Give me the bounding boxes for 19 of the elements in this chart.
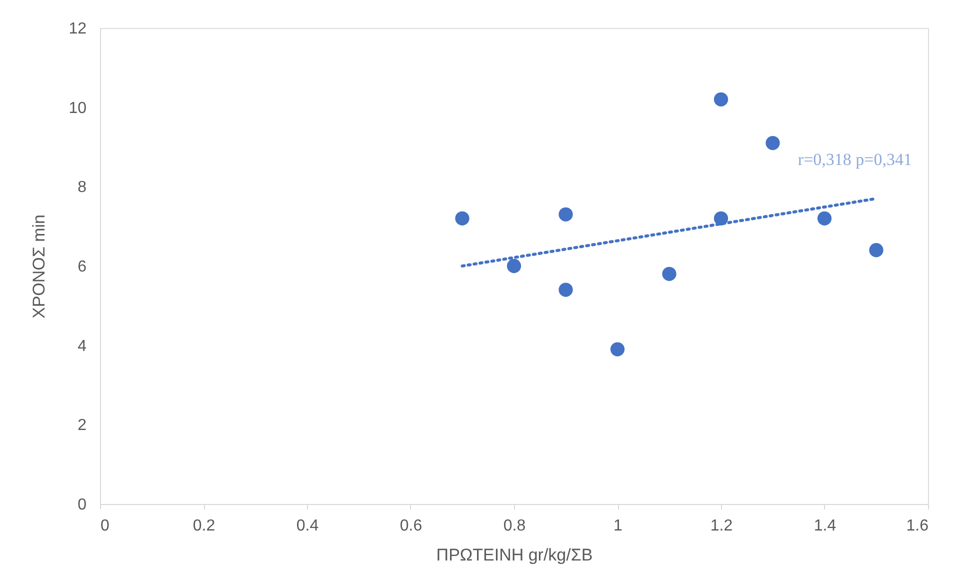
x-tick-label: 0 [100,518,110,534]
x-tick-label: 1.6 [906,518,929,534]
annotation: r=0,318 p=0,341 [798,150,912,169]
x-tick-label: 0.6 [400,518,422,534]
y-tick-label: 6 [78,258,87,276]
y-tick-label: 2 [78,417,87,434]
y-tick-label: 4 [78,338,87,355]
y-axis-title: ΧΡΟΝΟΣ min [30,214,49,319]
x-axis-title: ΠΡΩΤΕΙΝΗ gr/kg/ΣΒ [436,546,593,564]
x-tick-label: 1 [614,518,623,534]
x-tick-label: 0.2 [192,518,216,534]
x-tick-label: 1.2 [710,518,733,534]
y-tick-label: 12 [68,20,87,38]
y-tick-label: 10 [68,100,87,117]
y-tick-label: 8 [78,179,87,196]
x-tick-label: 1.4 [814,518,836,534]
x-tick-label: 0.8 [503,518,526,534]
x-tick-label: 0.4 [296,518,319,534]
y-tick-label: 0 [78,496,87,514]
